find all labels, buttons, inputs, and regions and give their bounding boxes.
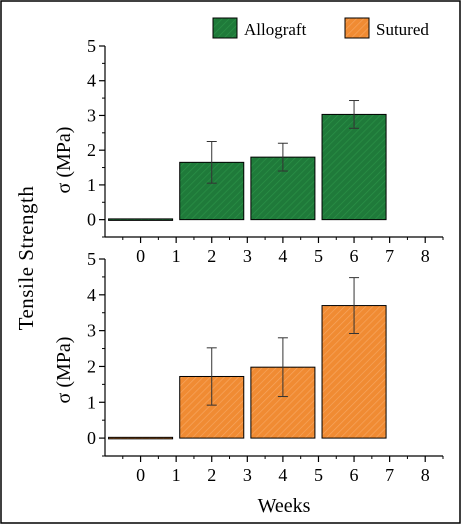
bottom-panel: 0 1 2 3 4 5 0 1 2 3 4 5 6 7 8 [87, 249, 444, 485]
top-panel: 0 1 2 3 4 5 0 1 2 3 4 5 6 7 8 [87, 36, 444, 266]
shared-y-axis-label: Tensile Strength [14, 186, 38, 331]
bottom-y-tick-label: 4 [87, 285, 96, 305]
top-y-tick-label: 0 [87, 210, 96, 230]
top-y-tick-label: 1 [87, 175, 96, 195]
bottom-x-tick-label: 3 [243, 465, 252, 485]
bottom-x-tick-label: 4 [278, 465, 287, 485]
top-bar [321, 113, 387, 221]
bottom-y-tick-label: 5 [87, 249, 96, 269]
top-x-tick-label: 2 [207, 246, 216, 266]
top-x-tick-label: 7 [385, 246, 394, 266]
bottom-y-tick-label: 3 [87, 321, 96, 341]
top-bar [108, 218, 174, 221]
top-y-tick-label: 4 [87, 71, 96, 91]
bottom-x-tick-label: 7 [385, 465, 394, 485]
top-x-tick-label: 5 [314, 246, 323, 266]
top-x-tick-label: 6 [350, 246, 359, 266]
top-x-tick-label: 4 [278, 246, 287, 266]
bottom-y-tick-label: 1 [87, 392, 96, 412]
top-y-tick-label: 2 [87, 140, 96, 160]
bottom-x-tick-label: 6 [350, 465, 359, 485]
legend-swatch-sutured [344, 17, 370, 39]
bottom-y-tick-label: 0 [87, 428, 96, 448]
top-y-tick-label: 3 [87, 105, 96, 125]
top-y-axis-label: σ (MPa) [53, 127, 75, 194]
bottom-y-tick-label: 2 [87, 356, 96, 376]
bottom-x-tick-label: 1 [172, 465, 181, 485]
bottom-y-axis-label: σ (MPa) [53, 337, 75, 404]
top-x-tick-label: 0 [136, 246, 145, 266]
top-x-tick-label: 3 [243, 246, 252, 266]
bottom-bar [108, 436, 174, 440]
top-x-tick-label: 1 [172, 246, 181, 266]
legend-label-sutured: Sutured [376, 20, 429, 39]
top-y-tick-label: 5 [87, 36, 96, 56]
bottom-x-tick-label: 0 [136, 465, 145, 485]
bottom-x-tick-label: 8 [421, 465, 430, 485]
legend: Allograft Sutured [212, 17, 429, 39]
legend-swatch-allograft [212, 17, 238, 39]
x-axis-label: Weeks [258, 495, 311, 517]
bottom-x-tick-label: 5 [314, 465, 323, 485]
legend-label-allograft: Allograft [244, 20, 307, 39]
bottom-x-tick-label: 2 [207, 465, 216, 485]
top-x-tick-label: 8 [421, 246, 430, 266]
